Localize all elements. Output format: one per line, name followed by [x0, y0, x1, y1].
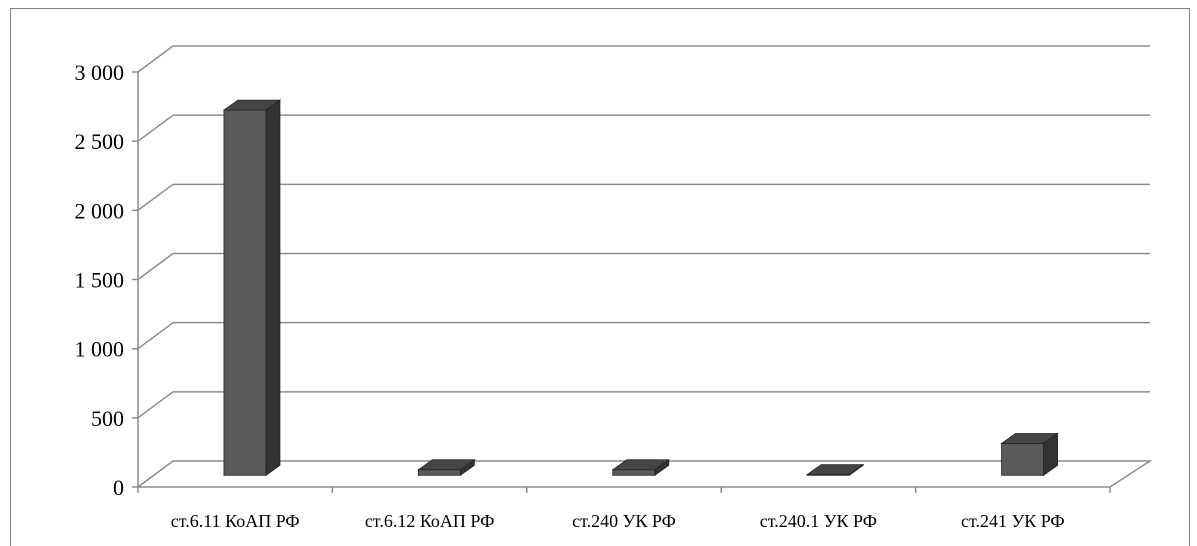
y-tick-label: 500 [91, 406, 124, 431]
bar [417, 469, 461, 476]
bar-top [1000, 433, 1059, 444]
bar [1001, 443, 1044, 476]
y-tick-label: 1 000 [75, 337, 125, 362]
chart-frame [10, 8, 1190, 546]
y-tick-label: 0 [113, 475, 124, 500]
y-tick-label: 2 000 [75, 198, 125, 223]
bar-top [222, 99, 282, 111]
y-tick-label: 1 500 [75, 268, 125, 293]
x-tick-label: ст.240 УК РФ [572, 511, 676, 531]
gridline-depth [137, 460, 174, 488]
bar [612, 469, 656, 476]
bar [223, 109, 267, 476]
x-tick-label: ст.240.1 УК РФ [760, 511, 877, 531]
x-tick-label: ст.6.12 КоАП РФ [365, 511, 495, 531]
y-tick-label: 2 500 [75, 129, 125, 154]
gridline-depth [137, 391, 174, 419]
bar-side [265, 99, 281, 477]
gridline-depth [137, 114, 174, 142]
bar-top [417, 459, 476, 471]
x-tick-label: ст.241 УК РФ [961, 511, 1065, 531]
x-tick-label: ст.6.11 КоАП РФ [171, 511, 300, 531]
gridline-depth [137, 45, 174, 73]
bar-top [611, 459, 670, 471]
y-tick-label: 3 000 [75, 60, 125, 85]
gridline-depth [137, 252, 174, 281]
gridline-depth [137, 183, 174, 211]
bar-top [805, 464, 865, 476]
gridline-depth [137, 322, 174, 350]
